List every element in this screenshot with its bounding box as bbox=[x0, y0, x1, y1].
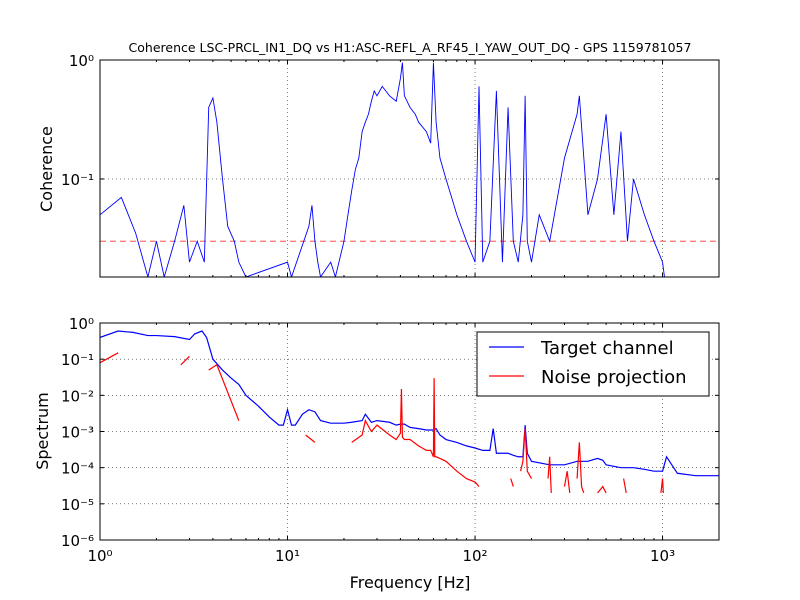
spectrum-y-tick-label: 10⁻¹ bbox=[61, 351, 94, 369]
spectrum-x-tick-label: 10³ bbox=[650, 547, 675, 565]
noise-projection-segment bbox=[623, 478, 627, 494]
figure-title: Coherence LSC-PRCL_IN1_DQ vs H1:ASC-REFL… bbox=[129, 40, 692, 55]
noise-projection-segment bbox=[563, 471, 571, 494]
spectrum-y-tick-label: 10⁰ bbox=[69, 315, 94, 333]
target-channel-line bbox=[100, 330, 719, 477]
legend-label-target: Target channel bbox=[540, 338, 674, 359]
noise-projection-segment bbox=[100, 352, 119, 364]
noise-projection-segment bbox=[351, 378, 480, 487]
legend-box bbox=[476, 331, 710, 397]
spectrum-y-tick-label: 10⁻³ bbox=[61, 424, 94, 442]
noise-projection-segment bbox=[510, 478, 514, 487]
spectrum-x-tick-label: 10¹ bbox=[275, 547, 300, 565]
spectrum-y-tick-label: 10⁻⁶ bbox=[61, 532, 94, 550]
spectrum-plot-area bbox=[100, 330, 719, 494]
spectrum-y-tick-label: 10⁻⁵ bbox=[61, 496, 94, 514]
spectrum-ylabel: Spectrum bbox=[33, 392, 52, 470]
coherence-series-line bbox=[100, 62, 665, 277]
spectrum-x-tick-label: 10⁰ bbox=[87, 547, 112, 565]
coherence-ylabel: Coherence bbox=[37, 126, 56, 212]
coherence-panel: 10⁻¹ 10⁰ Coherence bbox=[37, 52, 720, 278]
noise-projection-segment bbox=[597, 485, 607, 494]
legend: Target channel Noise projection bbox=[476, 331, 710, 397]
coherence-plot-area bbox=[100, 62, 719, 277]
spectrum-x-tick-label: 10² bbox=[462, 547, 487, 565]
spectrum-xlabel: Frequency [Hz] bbox=[350, 573, 471, 592]
spectrum-panel: 10⁰ 10¹ 10² 10³ 10⁻⁶ 10⁻⁵ 10⁻⁴ 10⁻³ 10⁻² 10⁻¹10⁰ … bbox=[33, 315, 720, 592]
coherence-axes-frame bbox=[99, 59, 720, 278]
spectrum-y-tick-label: 10⁻² bbox=[61, 387, 94, 405]
noise-projection-segment bbox=[547, 456, 552, 493]
noise-projection-segment bbox=[180, 355, 190, 366]
noise-projection-segment bbox=[208, 363, 240, 421]
noise-projection-segment bbox=[660, 478, 664, 494]
coherence-grid bbox=[100, 60, 719, 277]
coherence-y-tick-label: 10⁰ bbox=[69, 52, 94, 70]
coherence-y-tick-label: 10⁻¹ bbox=[61, 171, 94, 189]
noise-projection-segment bbox=[520, 428, 533, 479]
spectrum-y-tick-label: 10⁻⁴ bbox=[61, 460, 94, 478]
noise-projection-segment bbox=[305, 434, 316, 443]
spectrum-ticks: 10⁰ 10¹ 10² 10³ 10⁻⁶ 10⁻⁵ 10⁻⁴ 10⁻³ 10⁻² 10⁻¹ 10⁰ bbox=[61, 315, 719, 565]
coherence-ticks: 10⁻¹ 10⁰ bbox=[61, 52, 719, 277]
legend-label-noise: Noise projection bbox=[541, 367, 687, 388]
noise-projection-segment bbox=[576, 442, 585, 494]
